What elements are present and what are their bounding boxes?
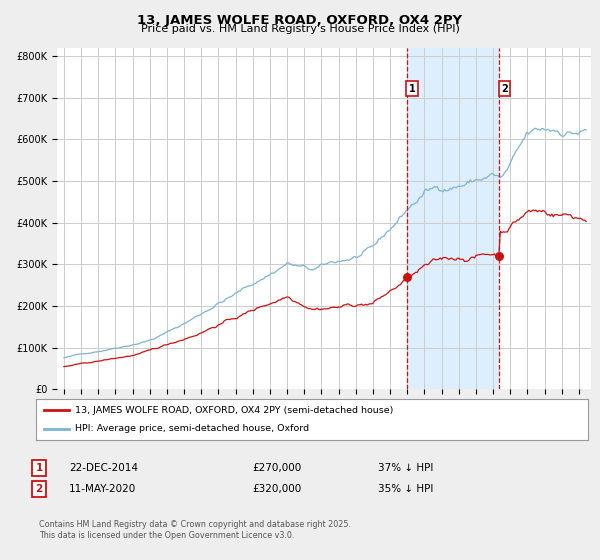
Text: £270,000: £270,000: [252, 463, 301, 473]
Text: 13, JAMES WOLFE ROAD, OXFORD, OX4 2PY (semi-detached house): 13, JAMES WOLFE ROAD, OXFORD, OX4 2PY (s…: [74, 405, 393, 414]
Text: 2: 2: [501, 83, 508, 94]
Text: 2: 2: [35, 484, 43, 494]
Bar: [407, 48, 499, 389]
Text: Contains HM Land Registry data © Crown copyright and database right 2025.
This d: Contains HM Land Registry data © Crown c…: [39, 520, 351, 540]
Text: 35% ↓ HPI: 35% ↓ HPI: [378, 484, 433, 494]
Text: Price paid vs. HM Land Registry's House Price Index (HPI): Price paid vs. HM Land Registry's House …: [140, 24, 460, 34]
Text: 13, JAMES WOLFE ROAD, OXFORD, OX4 2PY: 13, JAMES WOLFE ROAD, OXFORD, OX4 2PY: [137, 14, 463, 27]
Text: 37% ↓ HPI: 37% ↓ HPI: [378, 463, 433, 473]
Text: HPI: Average price, semi-detached house, Oxford: HPI: Average price, semi-detached house,…: [74, 424, 309, 433]
Text: 22-DEC-2014: 22-DEC-2014: [69, 463, 138, 473]
Point: [402, 272, 412, 281]
Text: 1: 1: [35, 463, 43, 473]
Text: 11-MAY-2020: 11-MAY-2020: [69, 484, 136, 494]
Text: 1: 1: [409, 83, 415, 94]
Point: [494, 251, 504, 260]
Text: £320,000: £320,000: [252, 484, 301, 494]
